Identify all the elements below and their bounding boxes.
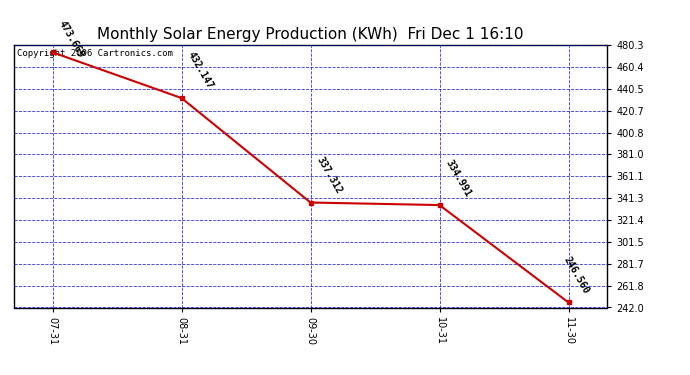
Title: Monthly Solar Energy Production (KWh)  Fri Dec 1 16:10: Monthly Solar Energy Production (KWh) Fr…	[97, 27, 524, 42]
Text: 473.669: 473.669	[57, 19, 86, 59]
Text: 432.147: 432.147	[186, 51, 215, 91]
Text: Copyright 2006 Cartronics.com: Copyright 2006 Cartronics.com	[17, 49, 172, 58]
Text: 334.991: 334.991	[444, 158, 473, 198]
Text: 337.312: 337.312	[315, 155, 344, 196]
Text: 246.560: 246.560	[562, 255, 591, 296]
